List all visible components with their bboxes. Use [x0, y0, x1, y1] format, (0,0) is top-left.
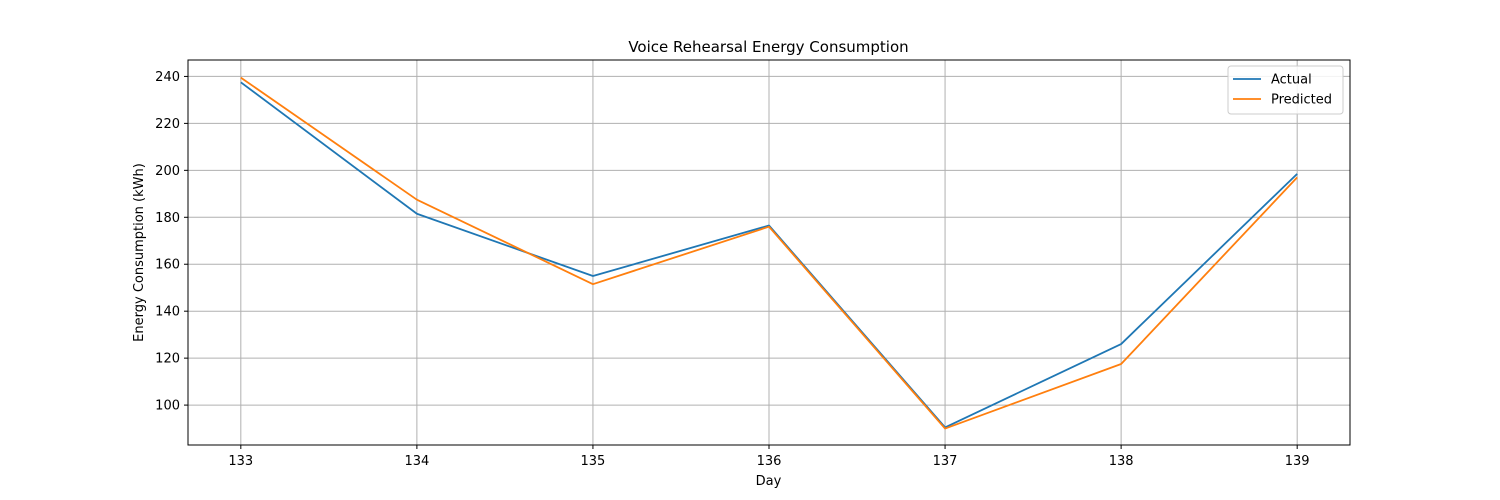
- x-tick-label: 137: [933, 454, 958, 469]
- legend-label-predicted: Predicted: [1271, 93, 1332, 108]
- y-tick-label: 120: [155, 352, 180, 367]
- y-tick-label: 240: [155, 70, 180, 85]
- legend-box: [1227, 65, 1344, 115]
- y-tick-label: 140: [155, 305, 180, 320]
- legend: Actual Predicted: [1227, 65, 1344, 115]
- series-line-actual: [240, 81, 1298, 429]
- x-tick-label: 139: [1285, 454, 1310, 469]
- y-tick-label: 100: [155, 399, 180, 414]
- series-lines: [240, 76, 1298, 430]
- axis-ticks: 133 134 135 136 137 138 139 100 120 140 160 180 200 2…: [155, 70, 1309, 469]
- x-tick-label: 134: [404, 454, 429, 469]
- y-tick-label: 200: [155, 164, 180, 179]
- y-tick-label: 220: [155, 117, 180, 132]
- chart-title: Voice Rehearsal Energy Consumption: [628, 38, 908, 56]
- x-tick-label: 135: [581, 454, 606, 469]
- series-line-predicted: [240, 76, 1298, 430]
- x-tick-label: 138: [1109, 454, 1134, 469]
- x-tick-label: 136: [757, 454, 782, 469]
- x-axis-label: Day: [756, 474, 782, 489]
- y-tick-label: 160: [155, 258, 180, 273]
- legend-label-actual: Actual: [1271, 73, 1312, 88]
- grid-lines: [188, 60, 1350, 445]
- x-tick-label: 133: [228, 454, 253, 469]
- y-tick-label: 180: [155, 211, 180, 226]
- y-axis-label: Energy Consumption (kWh): [132, 163, 147, 342]
